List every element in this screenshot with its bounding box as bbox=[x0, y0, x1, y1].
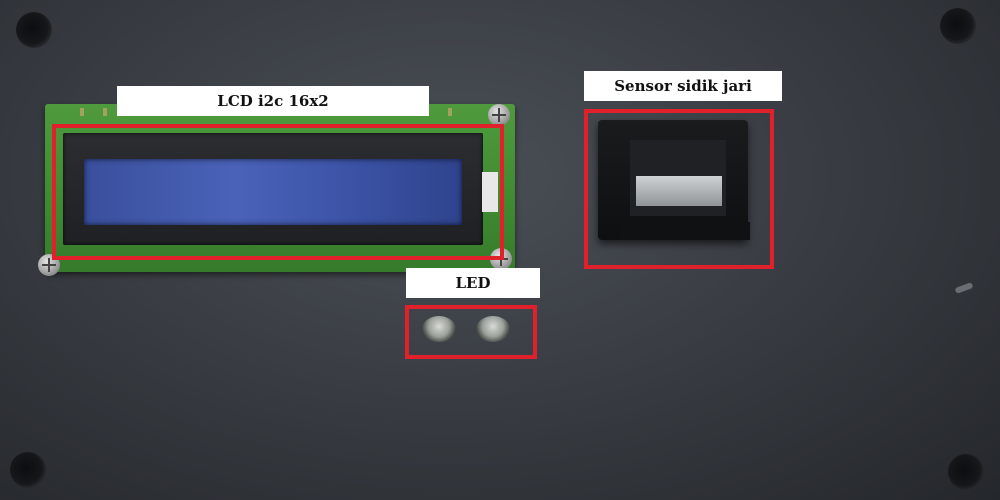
fingerprint-sensor-base bbox=[620, 222, 750, 240]
mounting-hole-top-left bbox=[16, 12, 52, 48]
led-right bbox=[476, 316, 510, 342]
panel-mark bbox=[954, 282, 974, 294]
sensor-label: Sensor sidik jari bbox=[584, 71, 782, 101]
mounting-hole-bottom-left bbox=[10, 452, 46, 488]
lcd-connector bbox=[482, 172, 498, 212]
lcd-highlight-box bbox=[52, 124, 504, 260]
lcd-label: LCD i2c 16x2 bbox=[117, 86, 429, 116]
mounting-hole-top-right bbox=[940, 8, 976, 44]
led-label: LED bbox=[406, 268, 540, 298]
led-left bbox=[422, 316, 456, 342]
fingerprint-sensor-glass bbox=[636, 176, 722, 206]
screw-icon bbox=[488, 104, 510, 126]
mounting-hole-bottom-right bbox=[948, 454, 984, 490]
lcd-screen bbox=[84, 159, 462, 225]
sensor-highlight-box bbox=[584, 109, 774, 269]
led-highlight-box bbox=[405, 305, 537, 359]
